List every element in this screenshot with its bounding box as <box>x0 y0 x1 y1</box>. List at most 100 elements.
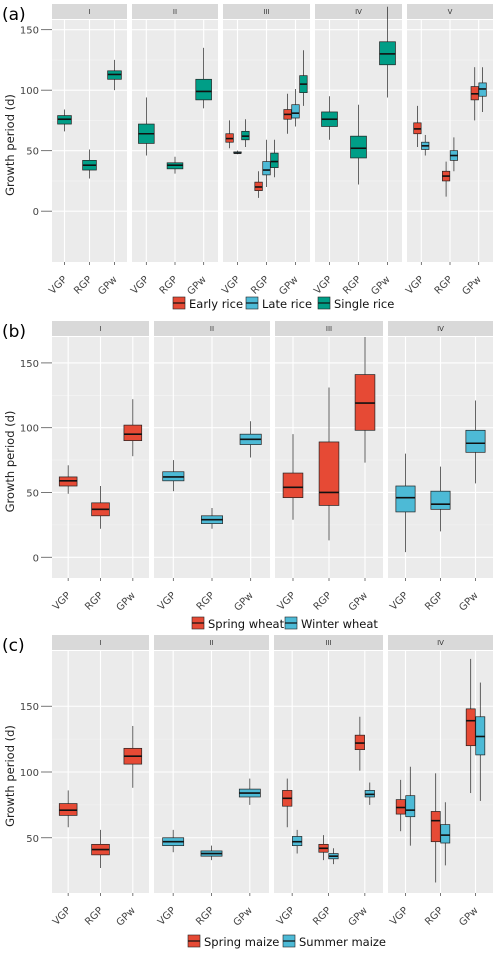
x-tick-label: GPw <box>457 905 480 928</box>
box-VGP <box>57 109 72 132</box>
x-tick-label: VGP <box>51 590 73 612</box>
x-tick-label: VGP <box>312 274 334 296</box>
legend-item: Single rice <box>317 296 394 311</box>
box-RGP <box>82 149 97 179</box>
x-tick-label: GPw <box>232 905 255 928</box>
box-VGP <box>162 460 185 492</box>
box-body <box>195 78 212 101</box>
box-GPw <box>291 88 300 127</box>
facet-strip <box>315 4 402 19</box>
legend-label: Spring wheat <box>208 617 285 631</box>
x-tick-label: GPw <box>460 274 483 297</box>
x-tick-label: VGP <box>51 905 73 927</box>
y-tick-label: 100 <box>20 768 39 779</box>
facet-strip-label: III <box>263 8 269 16</box>
box-VGP <box>421 134 430 156</box>
box-GPw <box>238 778 261 805</box>
y-axis-title: Growth period (d) <box>3 725 17 827</box>
box-RGP <box>430 773 441 883</box>
box-body <box>350 135 367 159</box>
facet-strip <box>154 321 270 336</box>
box-body <box>430 490 451 510</box>
box-RGP <box>262 139 271 187</box>
facet-IV: IV VGP RGP GPw <box>312 4 402 298</box>
box-VGP <box>233 150 242 155</box>
y-tick-label: 50 <box>26 488 39 499</box>
box-RGP <box>91 486 110 529</box>
box-RGP <box>318 387 340 541</box>
x-tick-label: RGP <box>72 274 94 296</box>
legend-item: Winter wheat <box>284 616 378 631</box>
box-RGP <box>91 829 110 869</box>
x-tick-label: RGP <box>158 274 180 296</box>
legend-item: Spring wheat <box>191 616 285 631</box>
box-VGP <box>58 465 78 494</box>
box-VGP <box>241 119 250 148</box>
box-GPw <box>364 782 375 805</box>
x-tick-label: GPw <box>185 274 208 297</box>
x-tick-label: RGP <box>341 274 363 296</box>
x-tick-label: GPw <box>96 274 119 297</box>
panel-label: (a) <box>2 5 26 25</box>
x-tick-label: RGP <box>83 590 105 612</box>
box-GPw <box>470 67 479 121</box>
box-RGP <box>318 835 329 861</box>
legend-label: Winter wheat <box>301 617 378 631</box>
box-GPw <box>354 337 376 463</box>
x-tick-label: RGP <box>311 905 333 927</box>
legend: Spring maize Summer maize <box>187 934 386 949</box>
x-tick-label: GPw <box>457 590 480 613</box>
box-VGP <box>138 97 155 156</box>
panel-label: (b) <box>2 322 26 342</box>
x-tick-label: VGP <box>275 905 297 927</box>
x-tick-label: VGP <box>156 590 178 612</box>
box-VGP <box>162 829 185 853</box>
legend-item: Summer maize <box>282 934 386 949</box>
box-GPw <box>123 399 143 457</box>
box-body <box>291 104 300 119</box>
y-tick-label: 150 <box>20 26 39 37</box>
box-RGP <box>350 104 367 185</box>
x-tick-label: GPw <box>115 905 138 928</box>
box-VGP <box>395 453 416 553</box>
facet-strip-label: V <box>448 8 453 16</box>
facet-I: I VGP RGP GPw <box>51 321 149 614</box>
legend-item: Late rice <box>245 296 312 311</box>
x-tick-label: RGP <box>423 590 445 612</box>
x-tick-label: RGP <box>194 905 216 927</box>
box-VGP <box>321 96 338 140</box>
facet-V: V VGP RGP GPw <box>404 4 493 298</box>
box-RGP <box>254 171 263 198</box>
x-tick-label: RGP <box>423 905 445 927</box>
facet-strip <box>274 635 383 650</box>
facet-strip-label: IV <box>437 639 444 647</box>
facet-strip <box>388 635 493 650</box>
facet-strip <box>407 4 493 19</box>
box-body <box>465 429 486 453</box>
facet-strip-label: III <box>326 325 332 333</box>
legend-item: Spring maize <box>187 934 279 949</box>
facet-III: III VGP RGP GPw <box>275 321 383 614</box>
x-tick-label: RGP <box>433 274 455 296</box>
x-tick-label: VGP <box>276 590 298 612</box>
x-tick-label: VGP <box>47 274 69 296</box>
y-tick-label: 0 <box>33 553 39 564</box>
x-tick-label: VGP <box>388 905 410 927</box>
box-GPw <box>195 47 212 109</box>
box-body <box>465 708 476 747</box>
facet-II: II VGP RGP GPw <box>154 635 269 929</box>
panel-label: (c) <box>2 636 25 656</box>
x-tick-label: GPw <box>232 590 255 613</box>
facet-strip <box>52 635 149 650</box>
legend-item: Early rice <box>172 296 243 311</box>
box-body <box>270 152 279 168</box>
box-GPw <box>478 67 487 112</box>
box-body <box>123 424 143 442</box>
facet-IV: IV VGP RGP GPw <box>388 635 493 929</box>
x-tick-label: RGP <box>195 590 217 612</box>
